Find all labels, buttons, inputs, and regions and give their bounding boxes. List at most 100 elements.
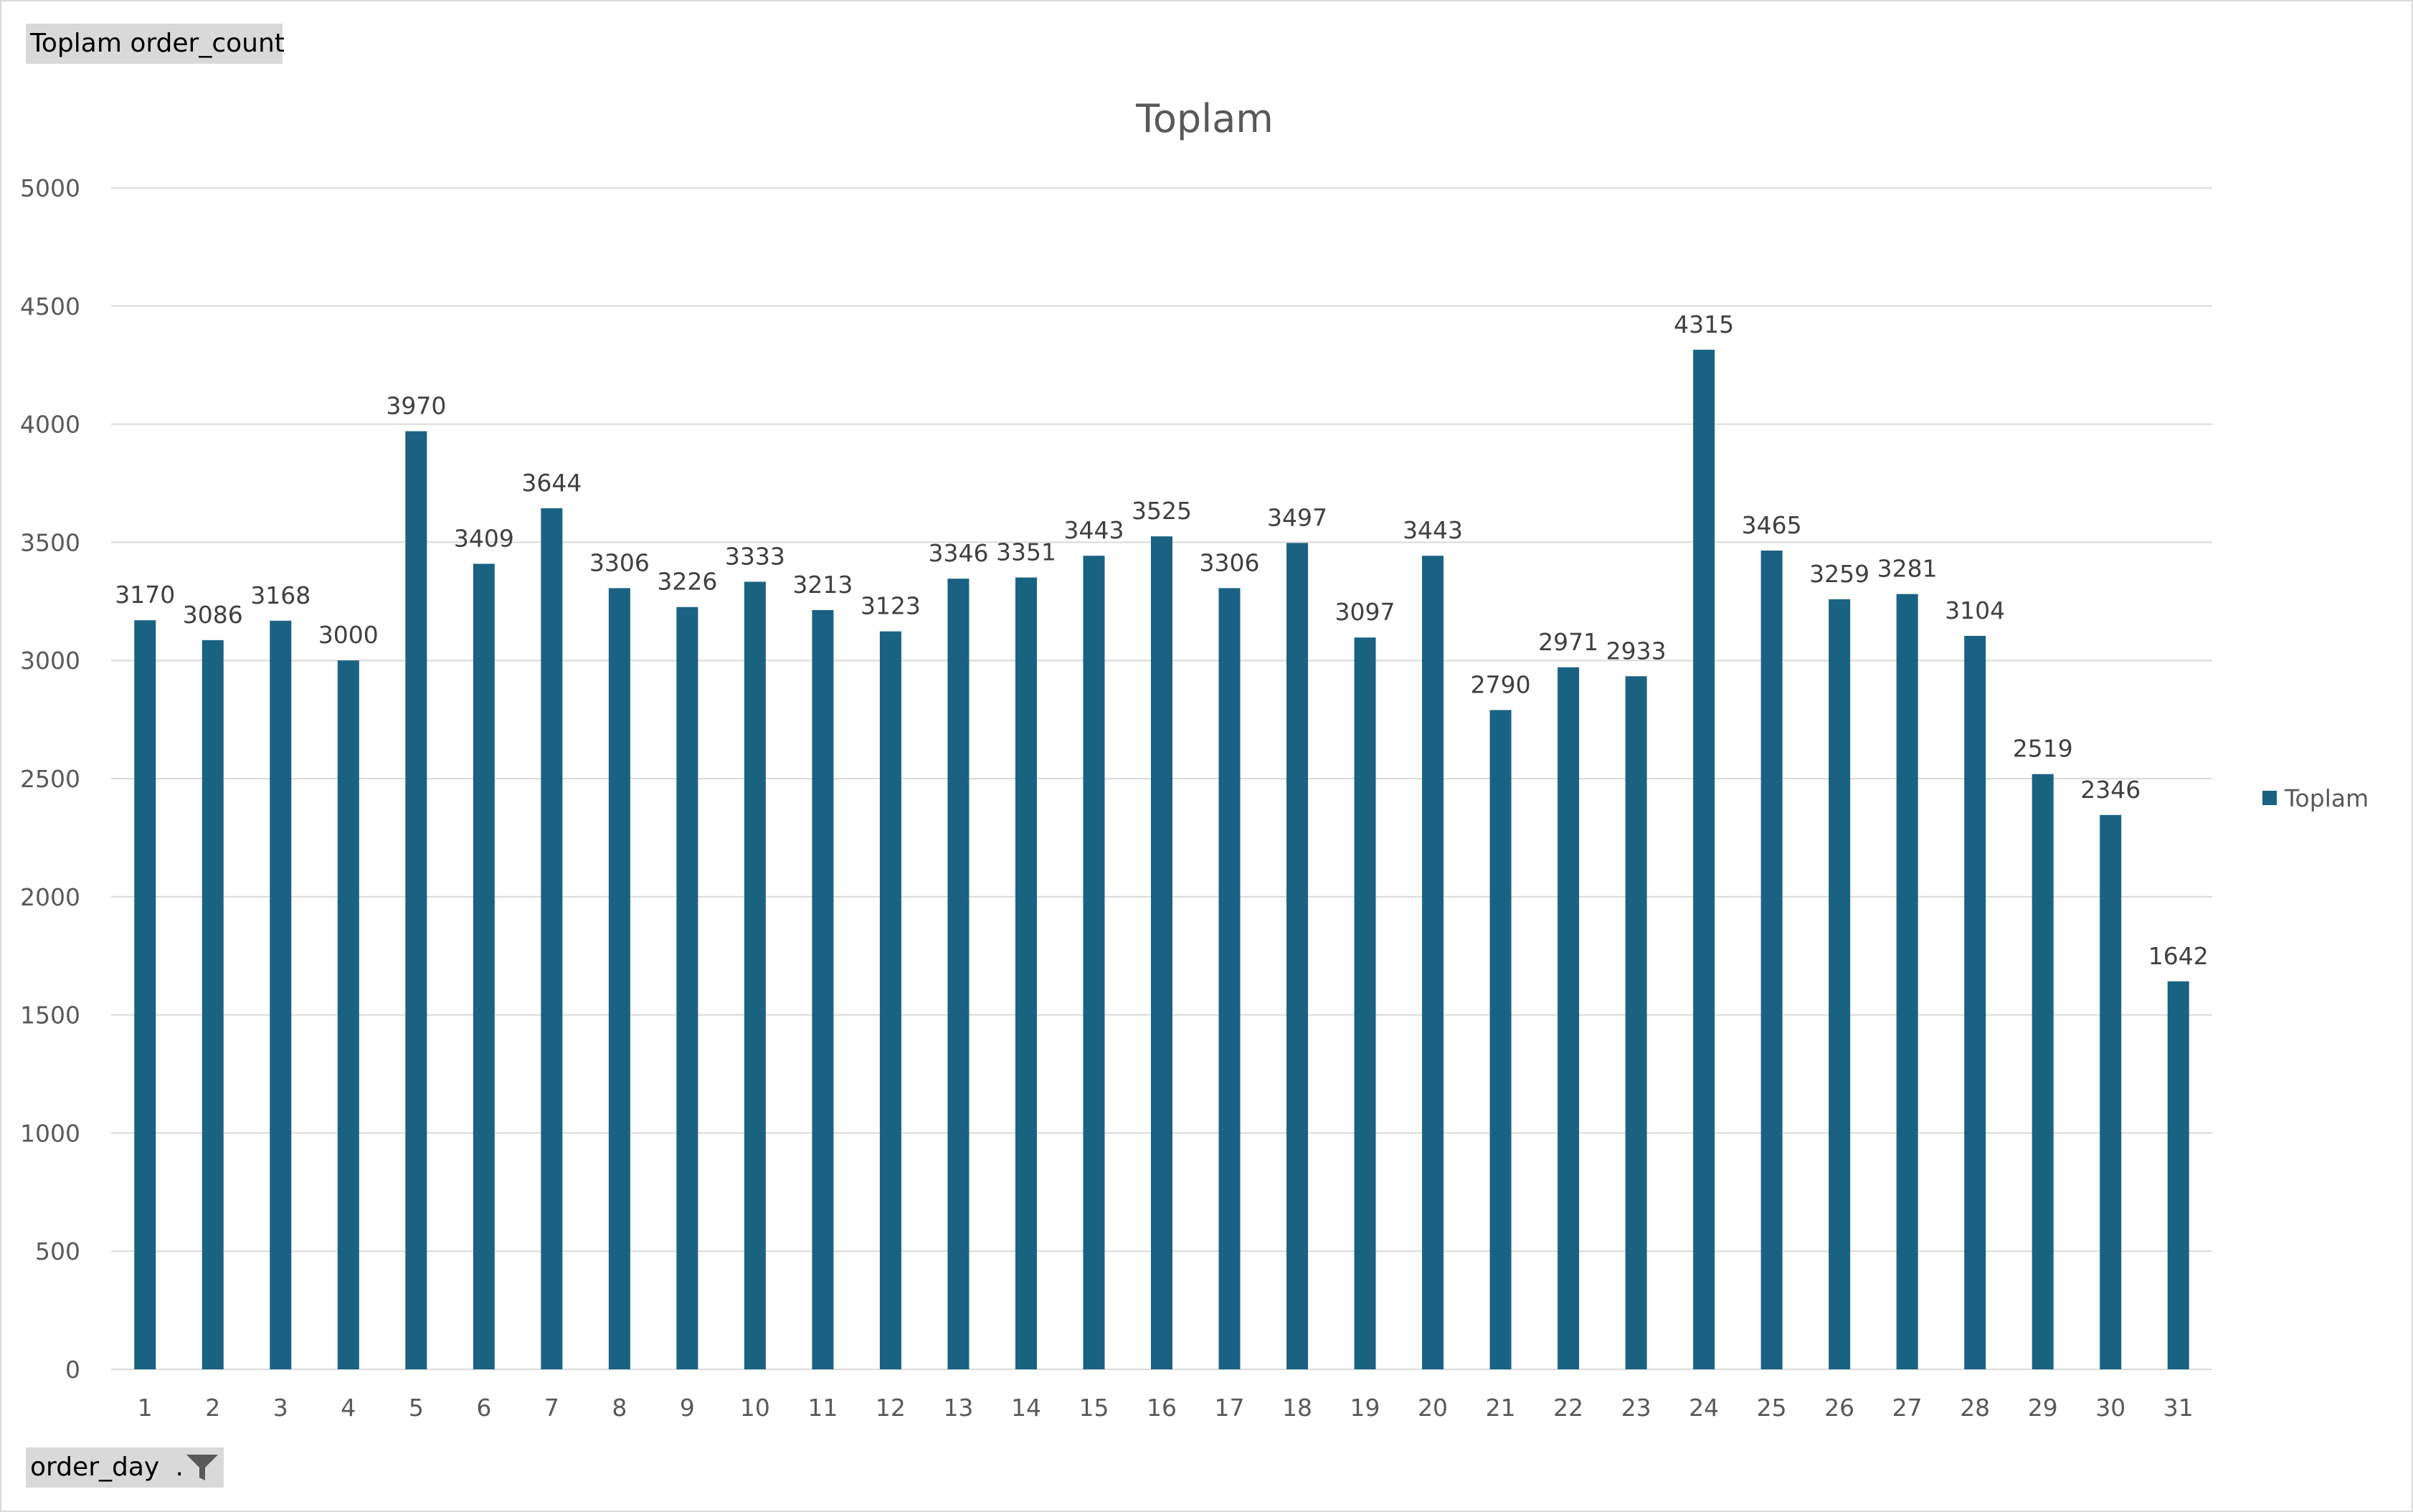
x-tick-label: 24 bbox=[1689, 1394, 1719, 1422]
data-label: 3644 bbox=[521, 469, 582, 497]
bar[interactable] bbox=[676, 607, 698, 1369]
legend[interactable]: Toplam bbox=[2262, 784, 2369, 812]
bar[interactable] bbox=[2167, 981, 2189, 1369]
bar[interactable] bbox=[1083, 556, 1105, 1369]
data-label: 3306 bbox=[589, 548, 650, 576]
data-label: 3259 bbox=[1809, 560, 1869, 588]
bar[interactable] bbox=[1354, 637, 1376, 1369]
data-label: 3104 bbox=[1945, 596, 2005, 624]
axis-field-button[interactable]: order_day . bbox=[26, 1447, 224, 1488]
bar[interactable] bbox=[1015, 577, 1037, 1369]
data-label: 2519 bbox=[2013, 735, 2073, 763]
data-label: 3970 bbox=[386, 391, 446, 419]
x-tick-label: 8 bbox=[612, 1394, 627, 1422]
x-tick-label: 29 bbox=[2028, 1394, 2058, 1422]
bar[interactable] bbox=[1151, 536, 1172, 1370]
x-tick-label: 12 bbox=[876, 1394, 906, 1422]
bar[interactable] bbox=[1964, 635, 1986, 1369]
x-tick-label: 31 bbox=[2163, 1394, 2194, 1422]
y-tick-label: 0 bbox=[65, 1356, 80, 1384]
data-label: 3351 bbox=[996, 538, 1056, 566]
data-labels: 3170308631683000397034093644330632263333… bbox=[115, 310, 2208, 970]
bar[interactable] bbox=[2100, 814, 2122, 1369]
data-label: 3443 bbox=[1063, 516, 1124, 544]
axis-field-dot: . bbox=[175, 1452, 184, 1482]
data-label: 2971 bbox=[1538, 628, 1598, 656]
y-tick-label: 3000 bbox=[20, 647, 80, 675]
x-tick-label: 2 bbox=[205, 1394, 220, 1422]
y-tick-label: 2500 bbox=[20, 765, 80, 793]
data-label: 3213 bbox=[792, 571, 853, 599]
bar[interactable] bbox=[2032, 774, 2054, 1369]
x-tick-label: 16 bbox=[1147, 1394, 1177, 1422]
bar[interactable] bbox=[202, 639, 224, 1369]
bar[interactable] bbox=[1558, 667, 1580, 1369]
bar[interactable] bbox=[879, 631, 901, 1369]
bar[interactable] bbox=[270, 620, 292, 1370]
bar[interactable] bbox=[1286, 543, 1309, 1369]
value-field-button[interactable]: Toplam order_count bbox=[26, 24, 285, 64]
x-tick-label: 11 bbox=[807, 1394, 838, 1422]
data-label: 3168 bbox=[250, 581, 310, 609]
x-tick-label: 13 bbox=[943, 1394, 973, 1422]
bar[interactable] bbox=[134, 620, 156, 1370]
x-tick-label: 5 bbox=[409, 1394, 424, 1422]
x-tick-label: 10 bbox=[740, 1394, 770, 1422]
data-label: 3086 bbox=[183, 601, 243, 629]
bar[interactable] bbox=[473, 564, 495, 1370]
x-tick-label: 18 bbox=[1282, 1394, 1312, 1422]
bars bbox=[134, 349, 2189, 1370]
x-tick-label: 7 bbox=[544, 1394, 559, 1422]
x-tick-label: 22 bbox=[1553, 1394, 1583, 1422]
x-tick-label: 20 bbox=[1418, 1394, 1448, 1422]
x-tick-label: 19 bbox=[1350, 1394, 1380, 1422]
bar[interactable] bbox=[1829, 599, 1851, 1369]
data-label: 3123 bbox=[861, 592, 921, 620]
y-tick-label: 4000 bbox=[20, 411, 80, 439]
x-tick-label: 6 bbox=[476, 1394, 491, 1422]
axis-field-label: order_day bbox=[30, 1452, 160, 1482]
data-label: 3346 bbox=[928, 539, 988, 567]
bar[interactable] bbox=[608, 588, 630, 1369]
x-tick-label: 3 bbox=[273, 1394, 288, 1422]
y-tick-label: 1500 bbox=[20, 1002, 80, 1030]
bar[interactable] bbox=[337, 660, 359, 1369]
bar[interactable] bbox=[744, 581, 766, 1370]
y-tick-label: 1000 bbox=[20, 1119, 80, 1147]
data-label: 3000 bbox=[318, 621, 379, 649]
x-tick-label: 21 bbox=[1486, 1394, 1516, 1422]
bar[interactable] bbox=[1489, 710, 1512, 1369]
legend-swatch bbox=[2262, 791, 2277, 805]
bar[interactable] bbox=[1422, 556, 1444, 1369]
data-label: 2933 bbox=[1606, 637, 1667, 665]
data-label: 3170 bbox=[115, 581, 175, 609]
data-label: 3097 bbox=[1335, 598, 1395, 626]
legend-label: Toplam bbox=[2284, 784, 2369, 812]
x-tick-label: 17 bbox=[1215, 1394, 1245, 1422]
x-tick-label: 30 bbox=[2095, 1394, 2125, 1422]
data-label: 4315 bbox=[1674, 310, 1734, 338]
bar[interactable] bbox=[812, 609, 834, 1370]
bar[interactable] bbox=[947, 579, 970, 1369]
y-tick-label: 5000 bbox=[20, 174, 80, 202]
x-axis-ticks: 1 2 3 4 5 6 7 8 9 10 11 12 13 14 15 16 17 18 19 20 21 22 23 24 2… bbox=[138, 1394, 2194, 1422]
x-tick-label: 23 bbox=[1621, 1394, 1651, 1422]
bar[interactable] bbox=[405, 431, 427, 1369]
data-label: 3281 bbox=[1877, 555, 1938, 583]
y-tick-label: 4500 bbox=[20, 293, 80, 320]
bar[interactable] bbox=[1625, 676, 1647, 1369]
data-label: 2790 bbox=[1471, 670, 1531, 698]
bar[interactable] bbox=[541, 508, 563, 1369]
bar[interactable] bbox=[1760, 550, 1783, 1369]
data-label: 3226 bbox=[657, 568, 717, 596]
filter-icon[interactable] bbox=[185, 1453, 219, 1482]
data-label: 3465 bbox=[1742, 511, 1802, 539]
data-label: 3409 bbox=[454, 524, 514, 552]
x-tick-label: 28 bbox=[1960, 1394, 1990, 1422]
bar[interactable] bbox=[1218, 588, 1241, 1369]
bar[interactable] bbox=[1896, 594, 1918, 1369]
bar[interactable] bbox=[1693, 349, 1715, 1369]
data-label: 2346 bbox=[2080, 776, 2141, 804]
